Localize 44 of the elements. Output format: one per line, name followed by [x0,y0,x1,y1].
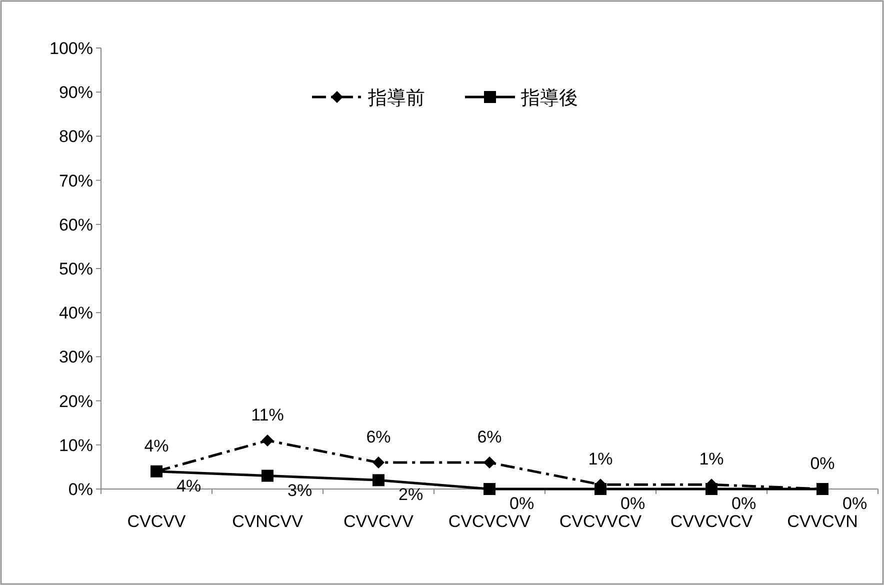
x-tick-label: CVVCVV [344,512,414,531]
legend-label: 指導後 [520,87,578,109]
point [262,434,274,446]
point [706,483,718,495]
data-label: 0% [510,494,534,513]
data-label: 0% [732,494,756,513]
data-label: 6% [477,428,502,447]
y-tick-label: 70% [58,171,93,190]
point [484,456,496,469]
data-label: 0% [842,494,868,513]
point [262,470,274,482]
point [372,456,384,469]
point [816,483,828,495]
x-tick-label: CVCVCVV [448,512,532,531]
x-tick-label: CVCVVCV [559,512,642,531]
y-tick-label: 90% [58,83,93,102]
x-tick-label: CVVCVN [787,512,858,531]
point [150,465,162,478]
data-label: 2% [398,485,424,504]
data-label: 1% [699,450,724,469]
point [484,483,496,495]
legend-label: 指導前 [367,87,425,109]
data-label: 6% [366,428,391,447]
data-label: 0% [810,454,835,473]
data-label: 1% [588,450,613,469]
y-tick-label: 50% [58,260,93,278]
data-label: 0% [620,494,646,513]
y-tick-label: 100% [50,39,93,58]
data-label: 11% [251,405,284,424]
point [594,483,606,495]
x-tick-label: CVCVV [127,512,186,531]
y-tick-label: 0% [68,480,93,499]
x-tick-label: CVVCVCV [670,512,754,531]
y-tick-label: 20% [58,392,93,411]
data-label: 3% [288,480,312,500]
data-label: 4% [144,436,169,456]
y-tick-label: 60% [58,215,93,234]
data-label: 4% [176,476,202,496]
y-tick-label: 40% [58,304,93,323]
point [372,474,384,486]
y-tick-label: 10% [58,436,93,455]
x-tick-label: CVNCVV [232,512,304,531]
y-tick-label: 80% [58,127,93,146]
y-tick-label: 30% [58,348,93,367]
